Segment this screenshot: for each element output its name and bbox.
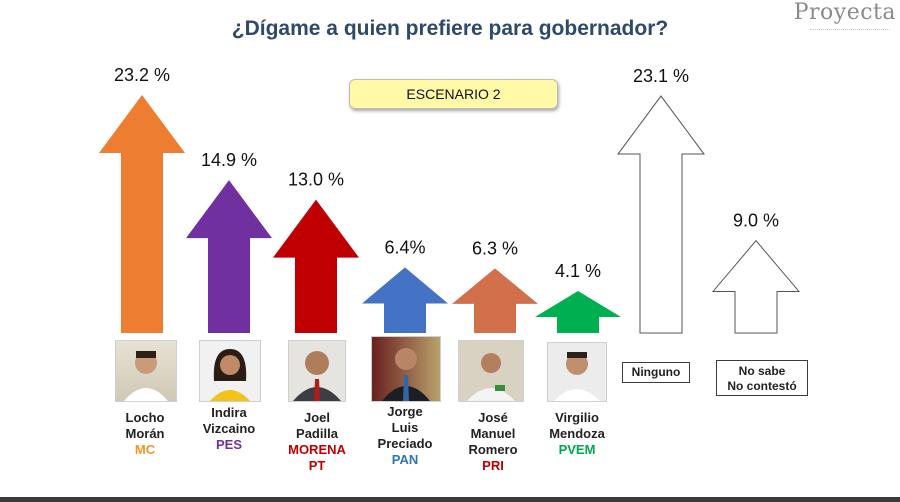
candidate-photo-preciado [371, 336, 441, 402]
scenario-badge: ESCENARIO 2 [349, 79, 558, 109]
candidate-name: Locho Morán [125, 410, 165, 441]
candidate-name: José Manuel Romero [468, 410, 518, 457]
portrait-icon [554, 352, 600, 401]
candidate-photo-moran [115, 340, 177, 402]
candidate-party: MORENA PT [288, 442, 346, 473]
arrow-bar-1 [186, 180, 272, 333]
candidate-name: Joel Padilla [296, 410, 338, 441]
value-label-2: 13.0 % [288, 170, 344, 190]
value-label-7: 9.0 % [733, 211, 779, 231]
value-label-5: 4.1 % [555, 261, 601, 281]
arrow-bar-5 [535, 290, 621, 333]
candidate-photo-mendoza [547, 342, 607, 402]
ninguno-label: Ninguno [631, 365, 681, 379]
candidate-label-vizcaino: Indira Vizcaino PES [184, 405, 274, 453]
value-label-1: 14.9 % [201, 150, 257, 170]
candidate-photo-vizcaino [199, 340, 261, 402]
portrait-icon [467, 353, 515, 401]
portrait-icon [210, 349, 250, 401]
candidate-party: PRI [482, 458, 504, 473]
ninguno-label-box: Ninguno [622, 362, 690, 383]
candidate-label-romero: José Manuel Romero PRI [448, 410, 538, 474]
candidate-party: PES [215, 437, 242, 452]
candidate-label-padilla: Joel Padilla MORENA PT [272, 410, 362, 474]
candidate-label-preciado: Jorge Luis Preciado PAN [360, 404, 450, 468]
value-label-3: 6.4% [384, 237, 425, 257]
candidate-name: Jorge Luis Preciado [377, 404, 433, 451]
chart-title: ¿Dígame a quien prefiere para gobernador… [231, 17, 669, 40]
candidate-party: PVEM [558, 442, 596, 457]
candidate-name: Virgilio Mendoza [549, 410, 605, 441]
arrow-bar-3 [362, 267, 448, 333]
bottom-rule [0, 497, 900, 502]
arrow-bar-4 [452, 268, 538, 333]
arrow-bar-6 [617, 95, 705, 334]
portrait-icon [124, 351, 168, 401]
portrait-icon [293, 351, 341, 401]
portrait-icon [382, 348, 430, 401]
logo-underline [810, 29, 890, 33]
brand-logo: Proyecta [793, 0, 896, 25]
arrow-bar-2 [273, 199, 359, 333]
value-label-0: 23.2 % [114, 65, 170, 85]
candidate-photo-padilla [288, 340, 346, 402]
arrow-bar-7 [711, 239, 801, 334]
candidate-label-moran: Locho Morán MC [100, 410, 190, 458]
no-sabe-label: No sabe No contestó [727, 364, 797, 393]
arrow-bar-0 [99, 95, 185, 333]
value-label-4: 6.3 % [472, 238, 518, 258]
candidate-party: PAN [391, 452, 419, 467]
candidate-label-mendoza: Virgilio Mendoza PVEM [532, 410, 622, 458]
value-label-6: 23.1 % [633, 66, 689, 86]
candidate-party: MC [134, 442, 156, 457]
no-sabe-label-box: No sabe No contestó [716, 360, 808, 396]
candidate-photo-romero [458, 340, 524, 402]
candidate-name: Indira Vizcaino [202, 405, 256, 436]
